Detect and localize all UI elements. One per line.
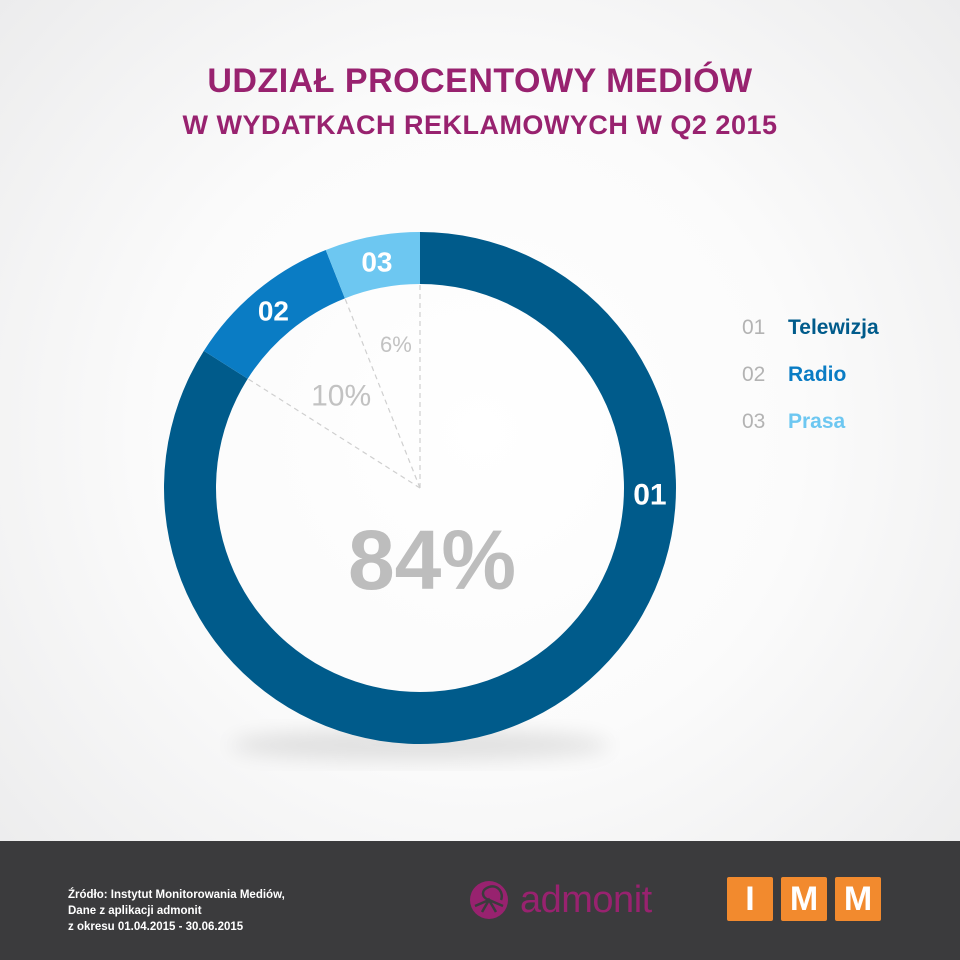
donut-chart: 01 02 03 84% 10% 6% <box>163 232 677 761</box>
legend-item-prasa: 03 Prasa <box>742 398 879 445</box>
slice-code-label: 01 <box>633 478 666 511</box>
imm-letter: I <box>727 877 773 921</box>
chart-title-line2: W WYDATKACH REKLAMOWYCH W Q2 2015 <box>182 110 778 140</box>
legend-label: Radio <box>788 362 847 386</box>
imm-letter: M <box>835 877 881 921</box>
source-line: Dane z aplikacji admonit <box>68 905 202 917</box>
source-line: z okresu 01.04.2015 - 30.06.2015 <box>68 921 244 933</box>
legend-item-radio: 02 Radio <box>742 351 879 398</box>
legend-code: 01 <box>742 315 766 339</box>
percent-label-prasa: 6% <box>380 332 412 357</box>
legend-item-telewizja: 01 Telewizja <box>742 304 879 351</box>
admonit-logo: admonit <box>468 879 652 921</box>
imm-letter: M <box>781 877 827 921</box>
source-line: Źródło: Instytut Monitorowania Mediów, <box>68 889 285 901</box>
legend: 01 Telewizja 02 Radio 03 Prasa <box>742 304 879 445</box>
percent-label-radio: 10% <box>311 379 371 412</box>
legend-code: 03 <box>742 409 766 433</box>
slice-divider <box>247 378 421 489</box>
footer: Źródło: Instytut Monitorowania Mediów, D… <box>0 841 960 960</box>
donut-slice-radio <box>203 249 345 379</box>
admonit-shell-icon <box>470 881 508 919</box>
admonit-logo-text: admonit <box>520 879 652 921</box>
percent-label-telewizja: 84% <box>348 513 516 607</box>
slice-code-label: 03 <box>361 247 392 278</box>
legend-label: Telewizja <box>788 315 879 339</box>
donut-slice-prasa <box>325 232 420 299</box>
chart-shadow <box>230 729 610 761</box>
chart-title-line1: UDZIAŁ PROCENTOWY MEDIÓW <box>207 62 753 100</box>
slice-code-label: 02 <box>258 295 289 326</box>
source-note: Źródło: Instytut Monitorowania Mediów, D… <box>68 887 285 935</box>
legend-label: Prasa <box>788 409 846 433</box>
legend-code: 02 <box>742 362 766 386</box>
slice-divider <box>344 298 421 489</box>
imm-logo: I M M <box>727 877 881 921</box>
